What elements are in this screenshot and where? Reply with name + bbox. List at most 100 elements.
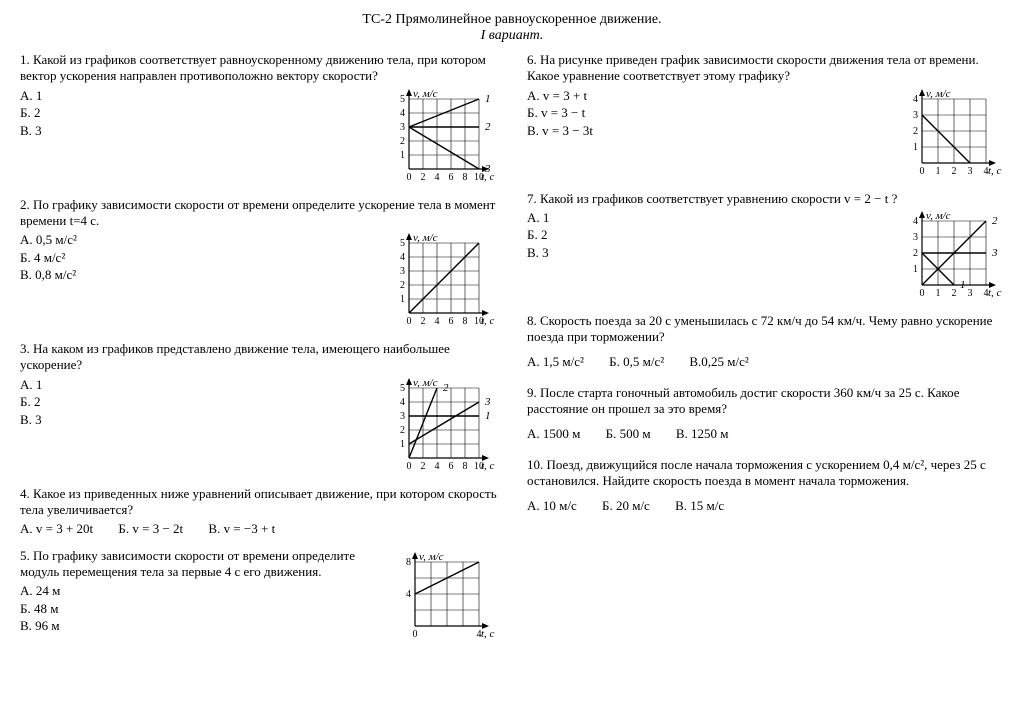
svg-text:v, м/с: v, м/с [413, 88, 438, 100]
q9-text: 9. После старта гоночный автомобиль дост… [527, 385, 1004, 418]
svg-text:2: 2 [952, 166, 957, 177]
question-8: 8. Скорость поезда за 20 с уменьшилась с… [527, 313, 1004, 371]
svg-text:3: 3 [400, 122, 405, 133]
q7-c: В. 3 [527, 244, 865, 262]
svg-text:4: 4 [400, 108, 405, 119]
col-left: 1. Какой из графиков соответствует равно… [20, 52, 497, 654]
q9-c: В. 1250 м [676, 426, 729, 441]
svg-text:1: 1 [913, 264, 918, 275]
svg-text:2: 2 [421, 172, 426, 183]
svg-text:4: 4 [913, 94, 918, 105]
q2-answers: А. 0,5 м/с² Б. 4 м/с² В. 0,8 м/с² [20, 231, 352, 284]
q5-a: А. 24 м [20, 582, 358, 600]
page-header: ТС-2 Прямолинейное равноускоренное движе… [20, 12, 1004, 44]
svg-text:2: 2 [421, 316, 426, 327]
q2-a: А. 0,5 м/с² [20, 231, 352, 249]
svg-text:1: 1 [485, 93, 491, 105]
q5-chart: 4804v, м/сt, с [393, 548, 497, 644]
q4-text: 4. Какое из приведенных ниже уравнений о… [20, 486, 497, 519]
q8-c: В.0,25 м/с² [689, 354, 748, 369]
question-5: 5. По графику зависимости скорости от вр… [20, 548, 497, 644]
question-3: 3. На каком из графиков представлено дви… [20, 341, 497, 476]
svg-text:2: 2 [952, 288, 957, 299]
q5-text: 5. По графику зависимости скорости от вр… [20, 548, 358, 581]
q4-answers: А. v = 3 + 20t Б. v = 3 − 2t В. v = −3 +… [20, 520, 497, 538]
svg-text:t, с: t, с [481, 628, 495, 640]
q5-c: В. 96 м [20, 617, 358, 635]
q1-a: А. 1 [20, 87, 352, 105]
svg-text:4: 4 [913, 216, 918, 227]
q5-b: Б. 48 м [20, 600, 358, 618]
question-10: 10. Поезд, движущийся после начала тормо… [527, 457, 1004, 515]
svg-text:6: 6 [449, 316, 454, 327]
q8-answers: А. 1,5 м/с² Б. 0,5 м/с² В.0,25 м/с² [527, 353, 1004, 371]
svg-text:3: 3 [991, 247, 998, 259]
svg-text:6: 6 [449, 461, 454, 472]
svg-text:t, с: t, с [481, 460, 495, 472]
question-6: 6. На рисунке приведен график зависимост… [527, 52, 1004, 181]
svg-text:4: 4 [400, 397, 405, 408]
q10-answers: А. 10 м/с Б. 20 м/с В. 15 м/с [527, 497, 1004, 515]
svg-text:8: 8 [463, 172, 468, 183]
q8-text: 8. Скорость поезда за 20 с уменьшилась с… [527, 313, 1004, 346]
svg-text:5: 5 [400, 94, 405, 105]
svg-text:2: 2 [913, 126, 918, 137]
svg-text:3: 3 [484, 396, 491, 408]
q10-a: А. 10 м/с [527, 498, 577, 513]
svg-text:2: 2 [400, 425, 405, 436]
svg-text:1: 1 [400, 150, 405, 161]
q7-a: А. 1 [527, 209, 865, 227]
q6-text: 6. На рисунке приведен график зависимост… [527, 52, 1004, 85]
svg-text:4: 4 [406, 589, 411, 600]
q6-c: В. v = 3 − 3t [527, 122, 865, 140]
question-7: 7. Какой из графиков соответствует уравн… [527, 191, 1004, 303]
svg-text:3: 3 [400, 266, 405, 277]
q6-chart: 123401234v, м/сt, с [900, 85, 1004, 181]
q2-c: В. 0,8 м/с² [20, 266, 352, 284]
svg-text:5: 5 [400, 383, 405, 394]
q3-c: В. 3 [20, 411, 352, 429]
q9-answers: А. 1500 м Б. 500 м В. 1250 м [527, 425, 1004, 443]
q1-c: В. 3 [20, 122, 352, 140]
q8-b: Б. 0,5 м/с² [609, 354, 664, 369]
svg-text:v, м/с: v, м/с [413, 377, 438, 389]
svg-text:v, м/с: v, м/с [926, 88, 951, 100]
svg-text:t, с: t, с [988, 165, 1002, 177]
svg-text:2: 2 [421, 461, 426, 472]
q7-b: Б. 2 [527, 226, 865, 244]
question-1: 1. Какой из графиков соответствует равно… [20, 52, 497, 187]
svg-text:4: 4 [435, 461, 440, 472]
svg-text:3: 3 [913, 232, 918, 243]
columns: 1. Какой из графиков соответствует равно… [20, 52, 1004, 654]
svg-text:1: 1 [485, 410, 491, 422]
q1-text: 1. Какой из графиков соответствует равно… [20, 52, 497, 85]
svg-text:3: 3 [968, 166, 973, 177]
svg-text:1: 1 [400, 439, 405, 450]
svg-text:3: 3 [484, 163, 491, 175]
q4-a: А. v = 3 + 20t [20, 521, 93, 536]
svg-text:2: 2 [400, 280, 405, 291]
q7-chart: 123401234v, м/сt, с123 [900, 207, 1004, 303]
svg-text:3: 3 [400, 411, 405, 422]
question-4: 4. Какое из приведенных ниже уравнений о… [20, 486, 497, 538]
q9-a: А. 1500 м [527, 426, 580, 441]
q10-c: В. 15 м/с [675, 498, 724, 513]
svg-text:1: 1 [936, 166, 941, 177]
svg-text:2: 2 [400, 136, 405, 147]
svg-text:2: 2 [485, 121, 491, 133]
question-9: 9. После старта гоночный автомобиль дост… [527, 385, 1004, 443]
q9-b: Б. 500 м [606, 426, 651, 441]
svg-text:1: 1 [400, 294, 405, 305]
q6-b: Б. v = 3 − t [527, 104, 865, 122]
q3-b: Б. 2 [20, 393, 352, 411]
svg-text:v, м/с: v, м/с [413, 232, 438, 244]
svg-text:0: 0 [407, 461, 412, 472]
q4-c: В. v = −3 + t [208, 521, 275, 536]
q3-text: 3. На каком из графиков представлено дви… [20, 341, 497, 374]
q10-text: 10. Поезд, движущийся после начала тормо… [527, 457, 1004, 490]
q1-answers: А. 1 Б. 2 В. 3 [20, 87, 352, 140]
q1-chart: 123450246810v, м/сt, с123 [387, 85, 497, 187]
q3-answers: А. 1 Б. 2 В. 3 [20, 376, 352, 429]
svg-text:0: 0 [407, 172, 412, 183]
svg-text:0: 0 [920, 288, 925, 299]
